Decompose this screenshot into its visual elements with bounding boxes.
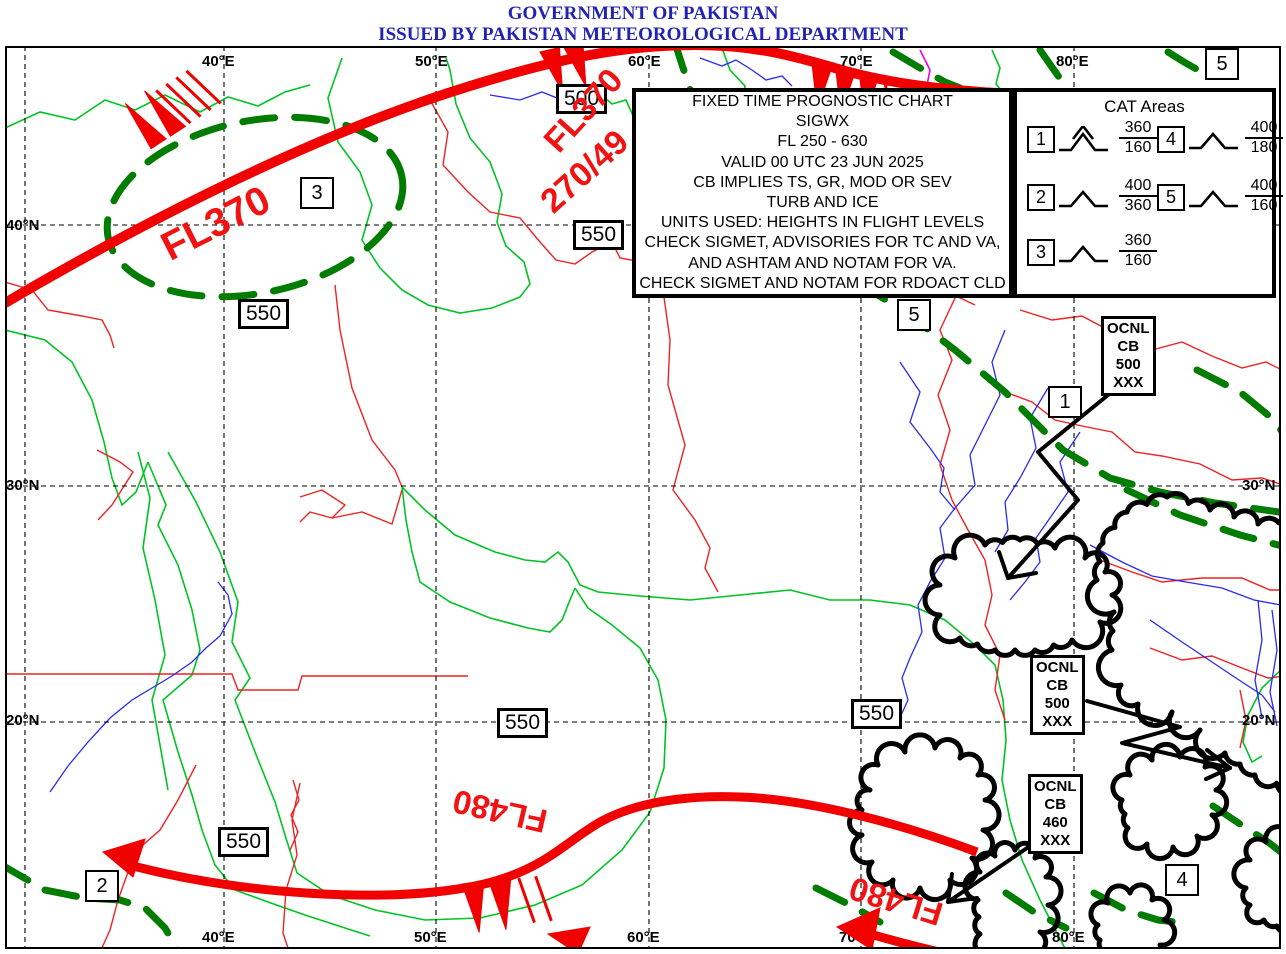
cb-label-line: OCNL	[1107, 320, 1150, 337]
cat-legend-title: CAT Areas	[1104, 97, 1185, 116]
cat-area-marker-3: 3	[300, 177, 334, 209]
grid-label-bottom-50e: 50°E	[414, 929, 447, 946]
flight-level-box-550-d: 550	[851, 699, 903, 729]
grid-label-top-50e: 50°E	[415, 53, 448, 70]
cat-fl-top: 360	[1119, 232, 1157, 252]
grid-label-top-60e: 60°E	[628, 53, 661, 70]
cat-area-marker-1: 1	[1048, 386, 1082, 418]
flight-level-box-550-e: 550	[218, 827, 270, 857]
page-title: GOVERNMENT OF PAKISTAN	[507, 3, 779, 24]
info-line: AND ASHTAM AND NOTAM FOR VA.	[688, 254, 957, 272]
cb-label-line: 500	[1115, 356, 1141, 373]
cb-label-line: XXX	[1040, 832, 1071, 849]
cat-legend: CAT Areas 1 360 160 2 400 360 3	[1013, 88, 1283, 298]
grid-label-right-20n: 20°N	[1242, 712, 1276, 729]
cat-item-number: 3	[1027, 239, 1055, 266]
cat-fl-top: 400	[1245, 119, 1283, 139]
cb-cloud-outlines	[847, 491, 1281, 949]
cat-fl-range: 400 180	[1245, 119, 1283, 157]
cb-label-2: OCNL CB 500 XXX	[1030, 655, 1085, 735]
cb-label-line: CB	[1044, 796, 1067, 813]
grid-label-left-30n: 30°N	[6, 477, 40, 494]
cat-fl-top: 360	[1119, 119, 1157, 139]
flight-level-box-550-b: 550	[238, 299, 290, 329]
cat-item-number: 2	[1027, 184, 1055, 211]
cat-fl-range: 360 160	[1119, 232, 1157, 270]
grid-label-bottom-60e: 60°E	[627, 929, 660, 946]
cb-label-line: 500	[1044, 695, 1070, 712]
info-line: SIGWX	[795, 113, 850, 131]
severe-turbulence-icon	[1059, 126, 1108, 152]
cat-fl-range: 360 160	[1119, 119, 1157, 157]
grid-label-bottom-80e: 80°E	[1052, 929, 1085, 946]
cat-fl-range: 400 360	[1119, 177, 1157, 215]
info-line: CB IMPLIES TS, GR, MOD OR SEV	[693, 173, 952, 191]
cat-fl-bottom: 180	[1250, 139, 1278, 156]
cb-label-line: XXX	[1113, 374, 1144, 391]
info-line: CHECK SIGMET AND NOTAM FOR RDOACT CLD	[639, 274, 1006, 292]
info-line: FL 250 - 630	[777, 133, 868, 151]
grid-label-bottom-40e: 40°E	[202, 929, 235, 946]
cat-fl-bottom: 160	[1124, 252, 1152, 269]
grid-label-right-30n: 30°N	[1242, 477, 1276, 494]
cat-area-marker-5b: 5	[897, 299, 931, 331]
cat-area-marker-4: 4	[1165, 864, 1199, 896]
info-line: FIXED TIME PROGNOSTIC CHART	[692, 93, 953, 110]
cb-label-line: CB	[1046, 677, 1069, 694]
grid-label-left-20n: 20°N	[6, 712, 40, 729]
cat-area-marker-5a: 5	[1205, 48, 1239, 80]
rivers	[49, 57, 1281, 793]
cb-label-line: 460	[1042, 814, 1068, 831]
cat-area-marker-2: 2	[85, 870, 119, 902]
moderate-turbulence-icon	[1189, 190, 1238, 208]
cat-fl-top: 400	[1245, 177, 1283, 197]
cb-label-3: OCNL CB 460 XXX	[1028, 774, 1083, 854]
coastlines	[5, 47, 1281, 949]
flight-level-box-550-c: 550	[497, 708, 549, 738]
grid-label-left-40n: 40°N	[6, 217, 40, 234]
cb-label-line: OCNL	[1034, 778, 1077, 795]
cat-item-number: 4	[1157, 126, 1185, 153]
grid-label-top-80e: 80°E	[1056, 53, 1089, 70]
cb-pointer-arrows	[946, 389, 1232, 904]
cb-label-line: CB	[1117, 338, 1140, 355]
moderate-turbulence-icon	[1189, 132, 1238, 150]
grid-label-top-40e: 40°E	[202, 53, 235, 70]
cat-item-number: 1	[1027, 126, 1055, 153]
grid-label-top-70e: 70°E	[840, 53, 873, 70]
cat-fl-bottom: 160	[1250, 197, 1278, 214]
chart-info-box: FIXED TIME PROGNOSTIC CHART SIGWX FL 250…	[632, 88, 1013, 298]
cat-fl-range: 400 160	[1245, 177, 1283, 215]
cb-label-line: XXX	[1042, 713, 1073, 730]
flight-level-box-500: 500	[556, 84, 608, 114]
cat-item-number: 5	[1157, 184, 1185, 211]
flight-level-box-550-a: 550	[573, 220, 625, 250]
cat-fl-top: 400	[1119, 177, 1157, 197]
info-line: CHECK SIGMET, ADVISORIES FOR TC AND VA,	[644, 234, 1001, 252]
cat-fl-bottom: 360	[1124, 197, 1152, 214]
moderate-turbulence-icon	[1059, 190, 1108, 208]
info-line: VALID 00 UTC 23 JUN 2025	[721, 153, 924, 171]
info-line: TURB AND ICE	[766, 194, 879, 212]
cat-fl-bottom: 160	[1124, 139, 1152, 156]
page-subtitle: ISSUED BY PAKISTAN METEOROLOGICAL DEPART…	[378, 24, 908, 45]
cb-label-line: OCNL	[1036, 659, 1079, 676]
cb-label-1: OCNL CB 500 XXX	[1101, 316, 1156, 396]
info-line: UNITS USED: HEIGHTS IN FLIGHT LEVELS	[660, 214, 985, 232]
moderate-turbulence-icon	[1059, 245, 1108, 263]
